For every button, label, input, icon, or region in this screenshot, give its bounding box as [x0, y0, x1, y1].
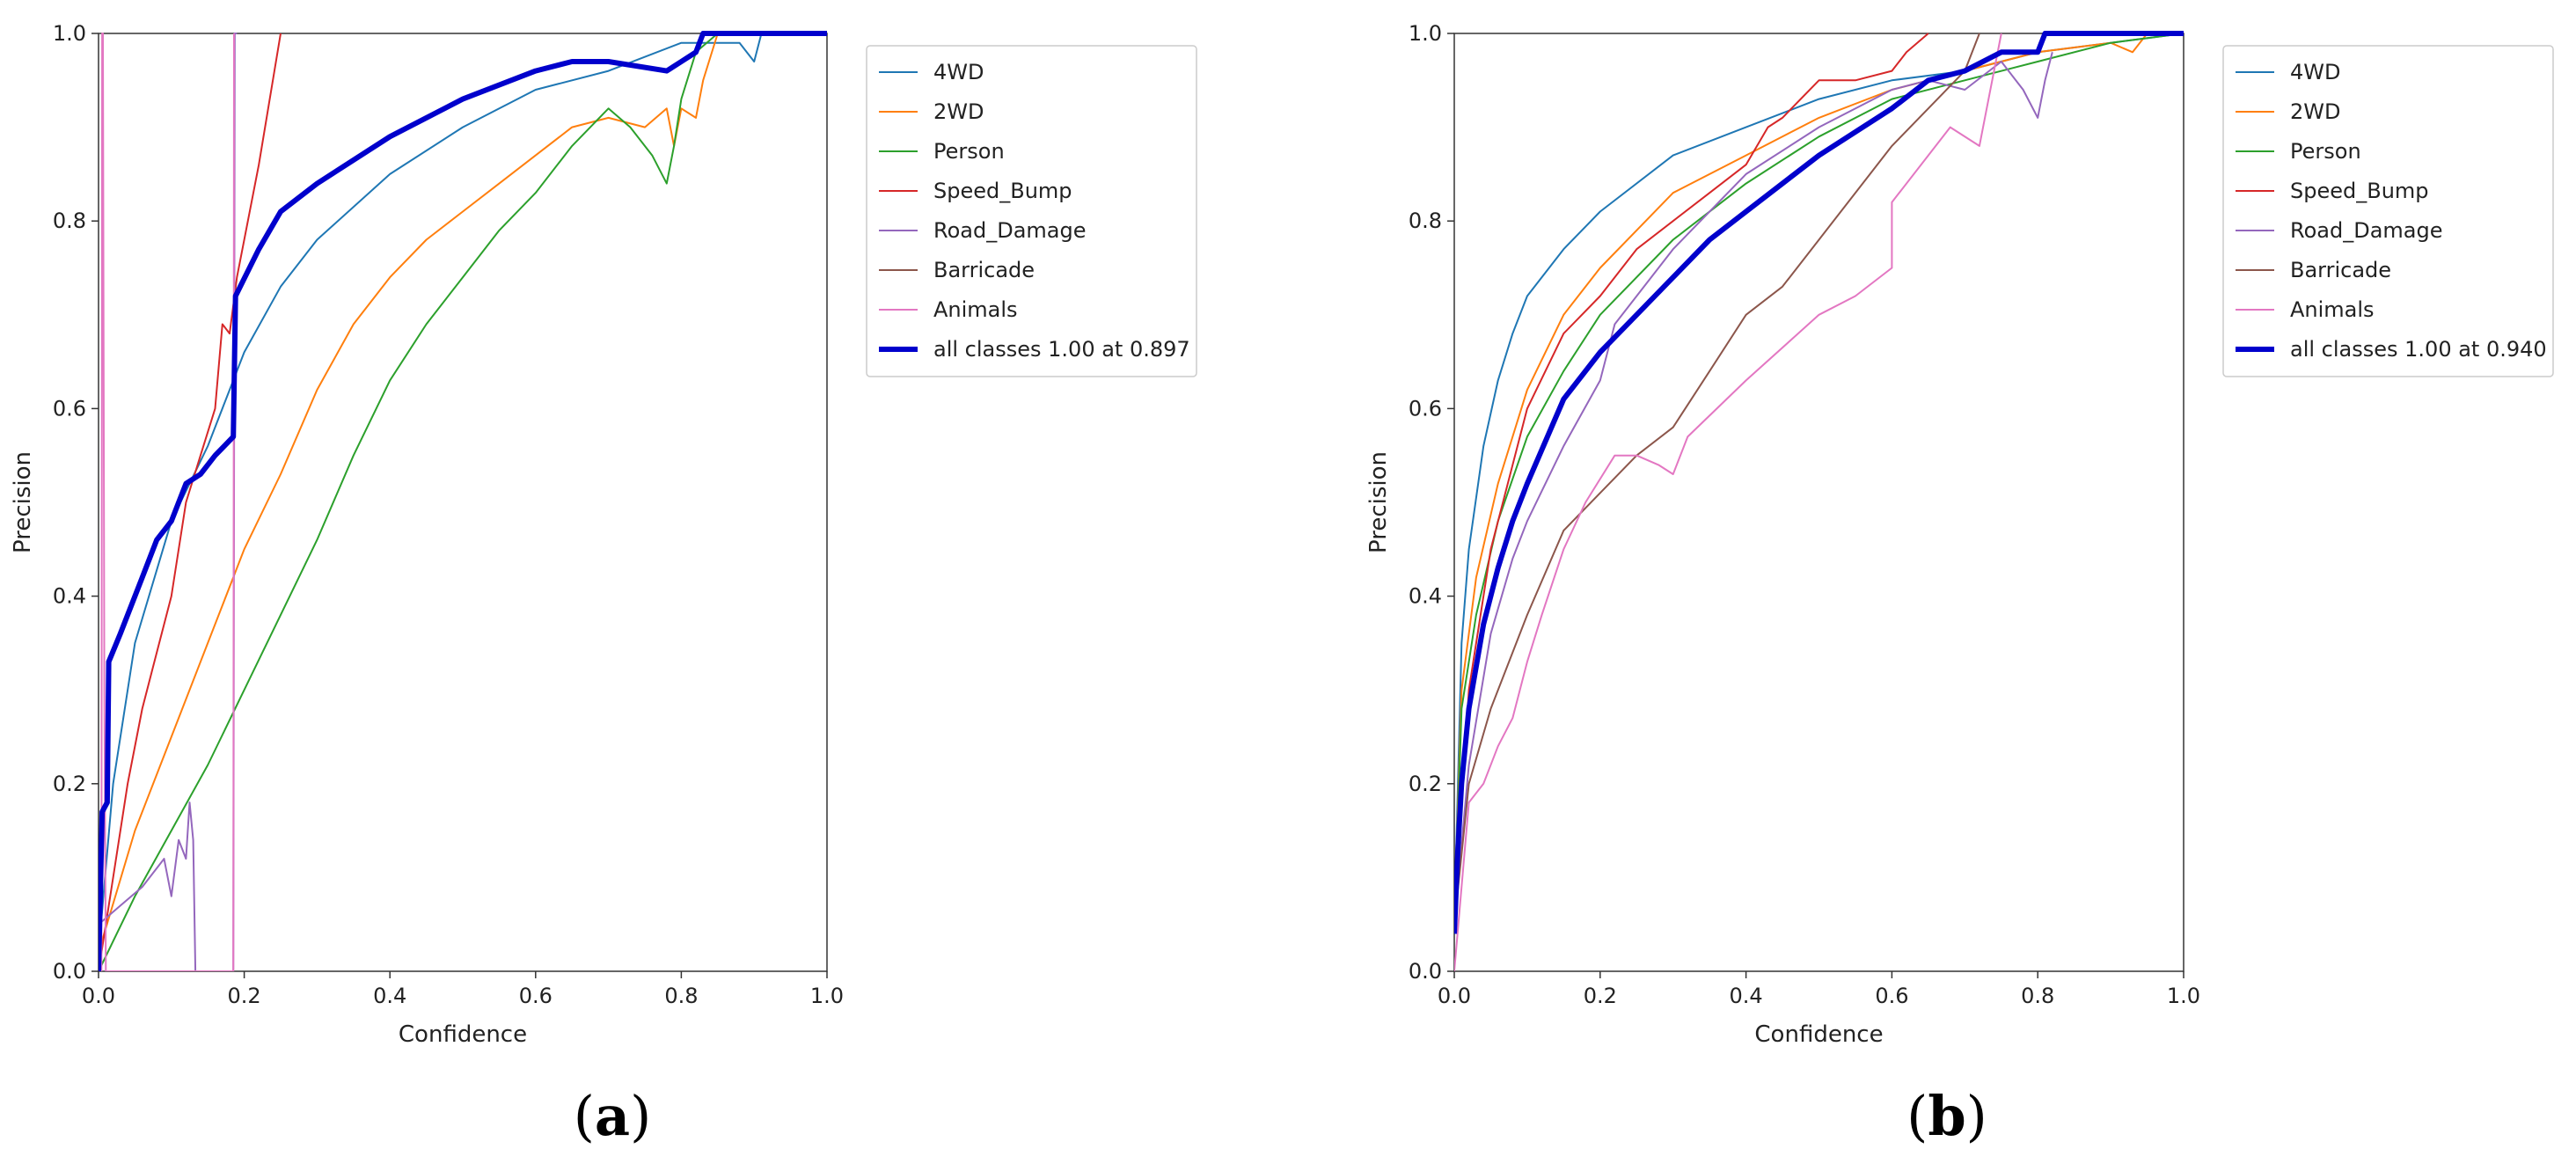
plot-area — [1453, 33, 2184, 972]
series-lines — [1454, 31, 2184, 971]
x-tick-label: 0.4 — [1730, 984, 1763, 1008]
y-axis-label: Precision — [1365, 451, 1392, 553]
x-tick-label: 0.6 — [1875, 984, 1908, 1008]
series-line-animals — [100, 33, 235, 971]
legend-label-2wd: 2WD — [933, 99, 984, 124]
series-line-road-damage — [99, 33, 238, 971]
legend-label-all-classes-1-00-at-0-940: all classes 1.00 at 0.940 — [2290, 337, 2547, 362]
series-line-road-damage — [1454, 52, 2053, 925]
legend-label-4wd: 4WD — [2290, 60, 2340, 84]
x-axis-label: Confidence — [1754, 1021, 1883, 1048]
series-line-person — [99, 33, 827, 971]
legend-label-barricade: Barricade — [933, 258, 1035, 282]
series-line-barricade — [1454, 33, 1980, 925]
series-line-speed-bump — [1454, 33, 1929, 925]
legend-label-person: Person — [933, 139, 1005, 164]
y-axis-label: Precision — [10, 451, 36, 553]
axis-ticks: 0.0 0.2 0.4 0.6 0.8 1.0 0.0 0.2 0.4 0.6 0.8 1.0 — [53, 21, 844, 1008]
panel-caption-a: (a) — [574, 1084, 652, 1148]
y-tick-label: 0.0 — [1409, 959, 1442, 984]
series-line-all-classes-1-00-at-0-940 — [1454, 31, 2184, 934]
x-tick-label: 0.2 — [1584, 984, 1617, 1008]
legend-label-road-damage: Road_Damage — [933, 218, 1087, 243]
panel-caption-b: (b) — [1906, 1084, 1987, 1148]
axis-ticks: 0.0 0.2 0.4 0.6 0.8 1.0 0.0 0.2 0.4 0.6 0.8 1.0 — [1409, 21, 2200, 1008]
x-tick-label: 0.8 — [2021, 984, 2054, 1008]
x-tick-label: 0.6 — [519, 984, 553, 1008]
chart-panel-a: 0.0 0.2 0.4 0.6 0.8 1.0 0.0 0.2 0.4 0.6 0.8 1.0 Con… — [10, 21, 1197, 1148]
legend-label-speed-bump: Speed_Bump — [2290, 179, 2429, 203]
y-tick-label: 1.0 — [53, 21, 86, 46]
legend-label-road-damage: Road_Damage — [2290, 218, 2443, 243]
legend: 4WD 2WD Person Speed_Bump Road_Damage Barrica… — [2222, 45, 2554, 377]
x-tick-label: 0.8 — [664, 984, 698, 1008]
legend-label-2wd: 2WD — [2290, 99, 2340, 124]
y-tick-label: 0.8 — [1409, 209, 1442, 233]
x-tick-label: 1.0 — [2167, 984, 2200, 1008]
y-tick-label: 0.2 — [53, 772, 86, 796]
legend-label-barricade: Barricade — [2290, 258, 2391, 282]
legend: 4WD 2WD Person Speed_Bump Road_Damage Barrica… — [866, 45, 1197, 377]
y-tick-label: 0.6 — [53, 396, 86, 421]
legend-label-animals: Animals — [2290, 297, 2375, 322]
y-tick-label: 0.0 — [53, 959, 86, 984]
legend-label-person: Person — [2290, 139, 2361, 164]
legend-label-4wd: 4WD — [933, 60, 984, 84]
legend-box — [866, 45, 1197, 377]
y-tick-label: 0.4 — [53, 584, 86, 609]
x-tick-label: 0.0 — [1438, 984, 1471, 1008]
series-line-4wd — [99, 33, 827, 953]
series-lines — [99, 31, 827, 971]
y-tick-label: 0.6 — [1409, 396, 1442, 421]
x-tick-label: 0.2 — [228, 984, 261, 1008]
y-tick-label: 0.4 — [1409, 584, 1442, 609]
series-line-2wd — [1454, 33, 2148, 925]
legend-label-all-classes-1-00-at-0-897: all classes 1.00 at 0.897 — [933, 337, 1190, 362]
axes-frame — [1453, 33, 2184, 972]
x-axis-label: Confidence — [399, 1021, 527, 1048]
panel-caption-letter: b — [1928, 1084, 1965, 1148]
x-tick-label: 1.0 — [810, 984, 844, 1008]
y-tick-label: 0.8 — [53, 209, 86, 233]
panel-caption-letter: a — [595, 1084, 630, 1148]
legend-label-speed-bump: Speed_Bump — [933, 179, 1072, 203]
axes-frame — [98, 33, 828, 972]
chart-panel-b: 0.0 0.2 0.4 0.6 0.8 1.0 0.0 0.2 0.4 0.6 0.8 1.0 Con… — [1365, 21, 2554, 1148]
plot-area — [98, 33, 828, 972]
legend-label-animals: Animals — [933, 297, 1018, 322]
y-tick-label: 1.0 — [1409, 21, 1442, 46]
x-tick-label: 0.0 — [82, 984, 115, 1008]
series-line-all-classes-1-00-at-0-897 — [99, 31, 827, 971]
x-tick-label: 0.4 — [373, 984, 406, 1008]
series-line-2wd — [99, 33, 827, 953]
legend-box — [2222, 45, 2554, 377]
series-line-animals — [1454, 33, 2002, 971]
y-tick-label: 0.2 — [1409, 772, 1442, 796]
series-line-person — [1454, 33, 2184, 925]
